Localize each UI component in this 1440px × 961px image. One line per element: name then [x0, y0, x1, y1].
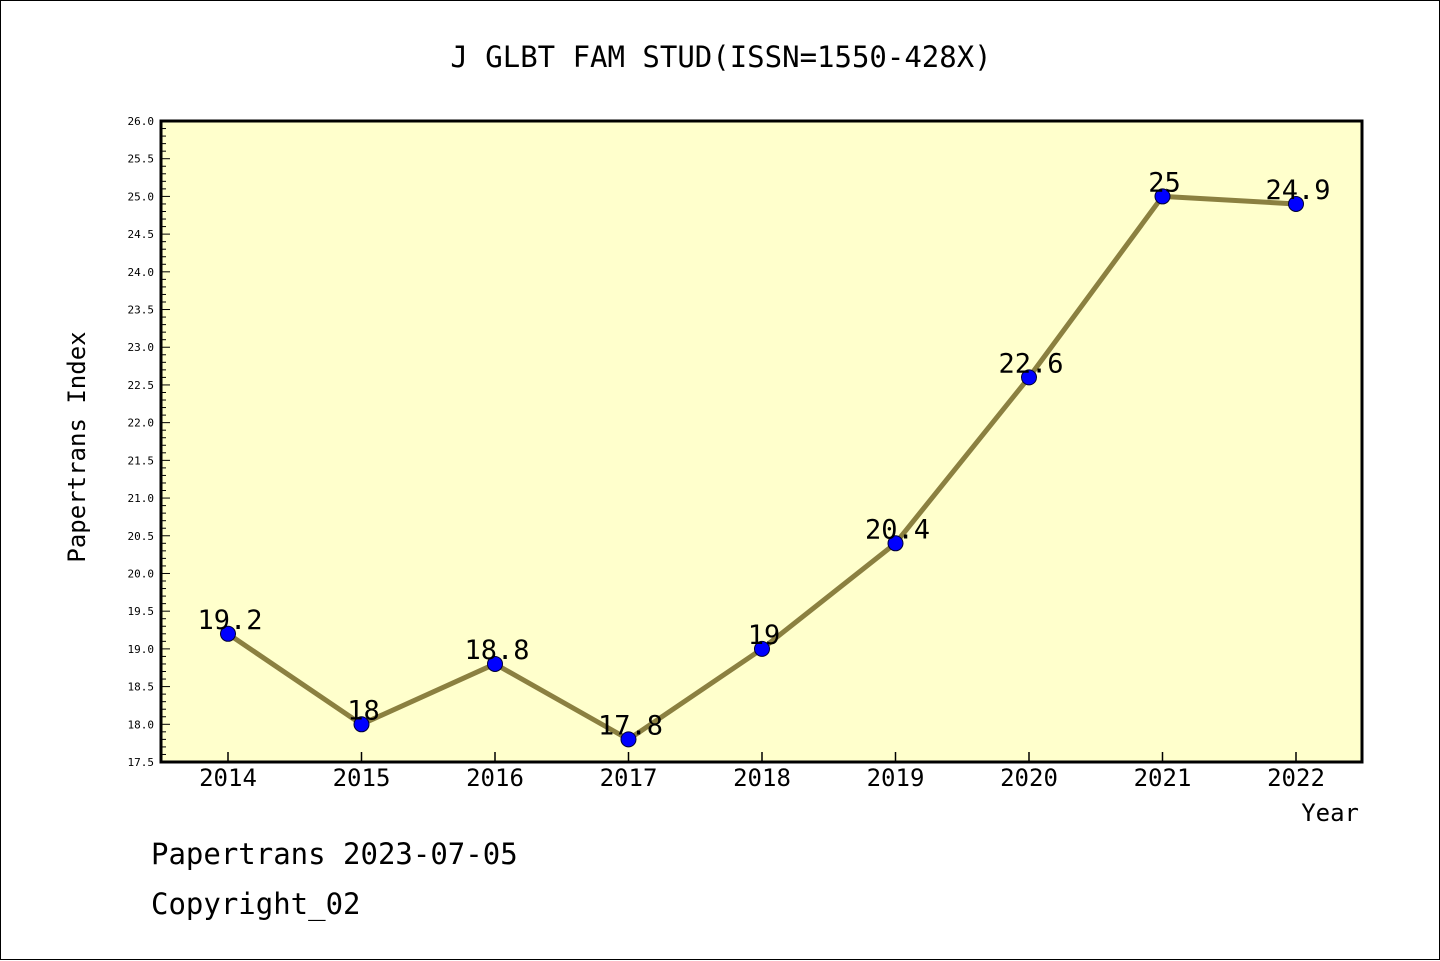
data-point [1288, 195, 1304, 212]
y-tick-label: 25.5 [128, 153, 155, 166]
series-layer: 19.2 18 18.8 17.8 19 20.4 22.6 25 24.9 [197, 167, 1331, 748]
y-tick-label: 23.5 [128, 304, 155, 317]
y-tick-label: 21.5 [128, 454, 155, 467]
y-axis: 17.5 18.0 18.5 19.0 19.5 20.0 20.5 21.0 21.5 22.0… [128, 115, 170, 769]
x-tick-label: 2020 [1000, 764, 1058, 792]
x-tick-label: 2015 [333, 764, 391, 792]
x-axis-label: Year [1301, 799, 1359, 827]
y-tick-label: 18.5 [128, 681, 155, 694]
y-tick-label: 24.0 [128, 266, 155, 279]
data-point [1021, 369, 1037, 386]
y-tick-label: 19.5 [128, 605, 155, 618]
data-label: 24.9 [1265, 175, 1330, 206]
plot-area [159, 119, 1364, 764]
data-point [887, 535, 904, 552]
y-tick-label: 17.5 [128, 756, 155, 769]
x-tick-label: 2019 [867, 764, 925, 792]
data-label: 17.8 [598, 710, 663, 741]
data-point [353, 716, 370, 733]
data-label: 18.8 [464, 635, 529, 666]
x-tick-label: 2018 [733, 764, 791, 792]
y-tick-label: 20.0 [128, 567, 155, 580]
x-tick-label: 2021 [1134, 764, 1192, 792]
data-label: 18 [347, 695, 380, 726]
y-tick-label: 24.5 [128, 228, 155, 241]
data-point [220, 625, 236, 642]
x-tick-label: 2016 [466, 764, 524, 792]
data-label: 22.6 [998, 348, 1063, 379]
y-axis-label: Papertrans Index [63, 331, 91, 562]
data-point [754, 640, 770, 657]
data-label: 19 [748, 620, 781, 651]
x-tick-label: 2017 [600, 764, 658, 792]
data-point [620, 731, 637, 748]
data-point [487, 655, 503, 672]
y-tick-label: 26.0 [128, 115, 155, 128]
y-tick-label: 21.0 [128, 492, 155, 505]
footer-copyright: Copyright_02 [151, 887, 361, 921]
y-tick-label: 18.0 [128, 718, 155, 731]
data-point [1154, 188, 1171, 205]
data-label: 20.4 [865, 514, 930, 545]
x-tick-label: 2022 [1267, 764, 1325, 792]
y-tick-label: 20.5 [128, 530, 155, 543]
data-label: 25 [1148, 167, 1181, 198]
chart-title: J GLBT FAM STUD(ISSN=1550-428X) [450, 40, 991, 74]
footer-date: Papertrans 2023-07-05 [151, 837, 518, 871]
y-tick-label: 22.5 [128, 379, 155, 392]
data-label: 19.2 [197, 605, 262, 636]
y-tick-label: 19.0 [128, 643, 155, 656]
y-tick-label: 22.0 [128, 417, 155, 430]
y-tick-label: 23.0 [128, 341, 155, 354]
y-tick-label: 25.0 [128, 190, 155, 203]
x-axis: 2014 2015 2016 2017 2018 2019 2020 2021 2022 [199, 752, 1325, 792]
x-tick-label: 2014 [199, 764, 257, 792]
